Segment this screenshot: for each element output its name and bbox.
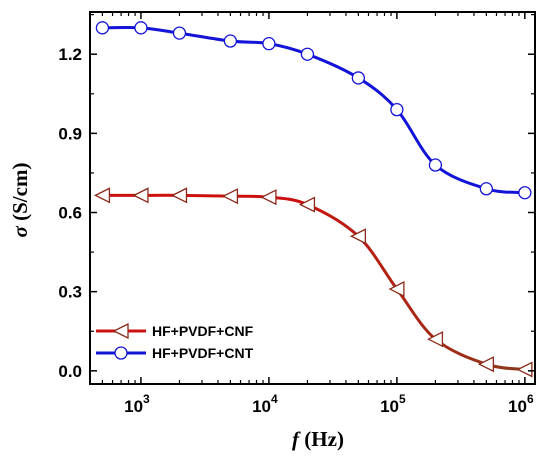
y-axis-title: σ (S/cm) [8,163,32,238]
legend-marker-1 [114,346,128,360]
series-1-point-2 [172,26,187,40]
series-0-point-10 [516,361,533,378]
series-1-point-0 [95,21,110,35]
y-tick-label-4: 1.2 [58,45,82,64]
series-0-point-1 [132,187,149,204]
x-tick-base: 10 [508,397,527,416]
series-0-point-4 [260,189,277,206]
legend: HF+PVDF+CNF HF+PVDF+CNT [96,322,254,361]
x-tick-exponent: 5 [399,392,406,406]
x-tick-base: 10 [252,397,271,416]
series-1-point-5 [300,47,315,61]
x-axis-unit: (Hz) [299,427,344,451]
series-1-point-9 [479,182,493,196]
legend-label-0: HF+PVDF+CNF [152,323,254,339]
series-0-point-5 [298,196,316,213]
x-axis-symbol: f [292,427,301,451]
series-0-line [102,193,526,371]
series-1-point-10 [518,186,532,200]
plot-frame [89,11,536,385]
series-1-point-6 [351,71,366,85]
y-tick-label-1: 0.3 [58,283,82,302]
series-0-point-7 [388,280,405,298]
series-1-point-3 [223,34,238,48]
legend-label-1: HF+PVDF+CNT [152,345,254,361]
x-tick-base: 10 [124,397,143,416]
series-1-point-7 [390,102,404,117]
series-0-point-2 [171,187,188,204]
legend-item-1: HF+PVDF+CNT [96,345,254,361]
y-axis-unit: (S/cm) [8,163,32,227]
y-axis-symbol: σ [8,225,32,237]
series-0-point-3 [221,188,239,205]
y-tick-label-3: 0.9 [58,124,82,143]
series-0-point-8 [426,331,444,348]
x-tick-base: 10 [380,397,399,416]
series-0 [93,187,533,378]
y-tick-label-2: 0.6 [58,204,82,223]
series-0-point-6 [349,228,367,245]
series-1-point-4 [262,37,276,51]
x-tick-label-2: 105 [380,392,406,416]
x-tick-exponent: 3 [143,392,150,406]
legend-item-0: HF+PVDF+CNF [96,322,254,340]
series-1-point-8 [428,158,443,172]
x-tick-label-0: 103 [124,392,150,416]
series-layer [93,21,533,378]
series-0-point-9 [477,356,494,373]
x-tick-exponent: 6 [527,392,534,406]
series-1-point-1 [134,21,148,35]
legend-marker-0 [112,322,129,340]
y-tick-label-0: 0.0 [58,362,82,381]
x-tick-exponent: 4 [271,392,278,406]
x-tick-label-1: 104 [252,392,278,416]
x-tick-label-3: 106 [508,392,534,416]
x-axis-title: f (Hz) [292,427,344,451]
series-0-point-0 [93,187,111,204]
series-1 [95,21,532,200]
